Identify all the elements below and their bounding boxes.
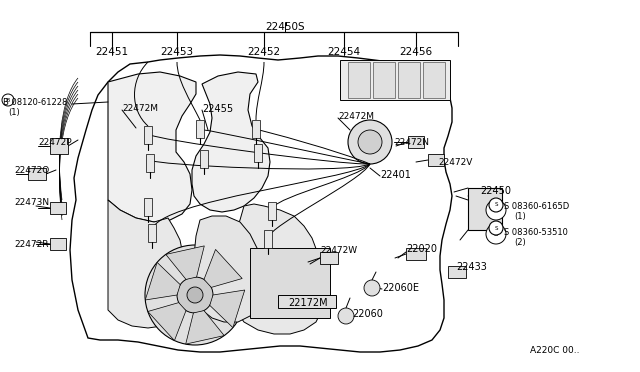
Polygon shape: [204, 249, 242, 288]
Circle shape: [486, 224, 506, 244]
Text: 22455: 22455: [202, 104, 233, 114]
Text: S: S: [494, 225, 498, 231]
Text: 22472P: 22472P: [38, 138, 72, 147]
Circle shape: [2, 94, 14, 106]
Polygon shape: [50, 138, 68, 154]
Polygon shape: [250, 248, 330, 318]
Circle shape: [177, 277, 213, 313]
Polygon shape: [166, 246, 204, 279]
Circle shape: [489, 221, 503, 235]
Text: S: S: [494, 207, 498, 213]
Text: S: S: [494, 231, 498, 237]
Text: 22472N: 22472N: [394, 138, 429, 147]
Polygon shape: [423, 62, 445, 98]
Text: A220C 00..: A220C 00..: [530, 346, 579, 355]
Text: 22401: 22401: [380, 170, 411, 180]
Text: 22060: 22060: [352, 309, 383, 319]
Polygon shape: [348, 62, 370, 98]
Text: S 08360-6165D: S 08360-6165D: [504, 202, 569, 211]
Polygon shape: [406, 248, 426, 260]
Polygon shape: [145, 262, 180, 300]
Text: 22172M: 22172M: [288, 298, 328, 308]
Text: 22472M: 22472M: [338, 112, 374, 121]
Text: 22450: 22450: [480, 186, 511, 196]
Text: 22472Q: 22472Q: [14, 166, 49, 175]
Polygon shape: [192, 72, 270, 212]
Polygon shape: [194, 216, 262, 322]
Text: 22472V: 22472V: [438, 158, 472, 167]
Text: 22456: 22456: [399, 47, 433, 57]
Polygon shape: [373, 62, 395, 98]
Text: (2): (2): [514, 238, 525, 247]
Polygon shape: [144, 126, 152, 144]
Circle shape: [145, 245, 245, 345]
Text: (1): (1): [8, 108, 20, 117]
Text: S: S: [494, 202, 498, 208]
Polygon shape: [146, 154, 154, 172]
Polygon shape: [428, 154, 444, 166]
Polygon shape: [144, 198, 152, 216]
Text: 22433: 22433: [456, 262, 487, 272]
Text: 22473N: 22473N: [14, 198, 49, 207]
Polygon shape: [278, 295, 336, 308]
Polygon shape: [200, 150, 208, 168]
Polygon shape: [50, 202, 66, 214]
Text: 22450S: 22450S: [265, 22, 305, 32]
Text: S 08360-53510: S 08360-53510: [504, 228, 568, 237]
Text: B 08120-61228: B 08120-61228: [3, 98, 67, 107]
Polygon shape: [268, 202, 276, 220]
Polygon shape: [226, 204, 324, 334]
Text: 22060E: 22060E: [382, 283, 419, 293]
Polygon shape: [108, 72, 196, 222]
Circle shape: [489, 198, 503, 212]
Polygon shape: [320, 252, 338, 264]
Text: 22451: 22451: [95, 47, 129, 57]
Polygon shape: [186, 311, 224, 344]
Text: B: B: [6, 97, 10, 103]
Text: 22453: 22453: [161, 47, 193, 57]
Circle shape: [358, 130, 382, 154]
Polygon shape: [340, 60, 450, 100]
Polygon shape: [252, 120, 260, 138]
Text: 22454: 22454: [328, 47, 360, 57]
Polygon shape: [148, 302, 186, 341]
Circle shape: [338, 308, 354, 324]
Polygon shape: [408, 136, 424, 148]
Circle shape: [348, 120, 392, 164]
Polygon shape: [28, 168, 46, 180]
Polygon shape: [398, 62, 420, 98]
Polygon shape: [148, 224, 156, 242]
Polygon shape: [108, 200, 184, 328]
Circle shape: [486, 200, 506, 220]
Text: 22472M: 22472M: [122, 104, 158, 113]
Text: 22472R: 22472R: [14, 240, 49, 249]
Polygon shape: [468, 188, 502, 230]
Text: 22452: 22452: [248, 47, 280, 57]
Text: 22472W: 22472W: [320, 246, 357, 255]
Polygon shape: [264, 230, 272, 248]
Polygon shape: [448, 266, 466, 278]
Circle shape: [364, 280, 380, 296]
Text: 22020: 22020: [406, 244, 437, 254]
Polygon shape: [210, 290, 244, 328]
Text: (1): (1): [514, 212, 525, 221]
Polygon shape: [70, 55, 452, 352]
Circle shape: [187, 287, 203, 303]
Polygon shape: [196, 120, 204, 138]
Polygon shape: [254, 144, 262, 162]
Polygon shape: [50, 238, 66, 250]
